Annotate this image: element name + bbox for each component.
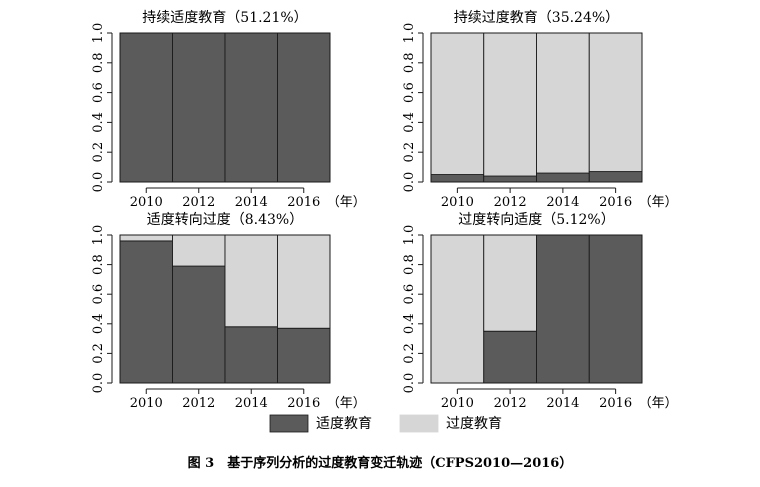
bar-segment-2012-appropriate: [483, 330, 537, 384]
y-tick-label: 0.2: [402, 142, 417, 163]
x-tick-label: 2016: [599, 195, 632, 210]
y-tick-label: 0.2: [91, 343, 106, 364]
x-tick-label: 2014: [546, 396, 579, 411]
x-unit-label: （年）: [639, 195, 678, 210]
chart-panel-4: 过度转向适度（5.12%） 0.0 0.2 0.4 0.6 0.8 1.0 2010 2012 2…: [402, 212, 678, 411]
x-tick-label: 2010: [130, 396, 163, 411]
y-tick-label: 0.8: [91, 254, 106, 275]
y-tick-label: 0.4: [402, 112, 417, 133]
plot-frame: [430, 32, 643, 183]
figure-caption: 图 3 基于序列分析的过度教育变迁轨迹（CFPS2010—2016）: [188, 455, 573, 471]
y-tick-label: 0.8: [402, 52, 417, 73]
bar-segment-2012-over: [483, 234, 537, 332]
panel-title: 持续过度教育（35.24%）: [454, 9, 619, 26]
y-tick-label: 0.6: [91, 284, 106, 305]
x-tick-label: 2016: [287, 396, 320, 411]
bar-segment-2012-appropriate: [172, 32, 226, 183]
y-tick-label: 0.0: [402, 172, 417, 193]
x-tick-label: 2012: [494, 195, 527, 210]
bar-segment-2014-appropriate: [224, 32, 278, 183]
bar-segment-2014-over: [224, 234, 278, 328]
y-tick-label: 0.8: [91, 52, 106, 73]
x-tick-label: 2010: [130, 195, 163, 210]
legend-label-over: 过度教育: [446, 416, 502, 432]
y-tick-label: 1.0: [402, 23, 417, 44]
bar-segment-2010-over: [430, 32, 485, 176]
y-tick-label: 0.4: [91, 112, 106, 133]
bar-segment-2014-over: [536, 32, 590, 174]
x-tick-label: 2010: [441, 396, 474, 411]
y-tick-label: 0.6: [402, 82, 417, 103]
panel-title: 持续适度教育（51.21%）: [142, 9, 307, 26]
bar-segment-2012-over: [172, 234, 226, 267]
y-tick-label: 0.2: [402, 343, 417, 364]
y-tick-label: 0.2: [91, 142, 106, 163]
legend-swatch-appropriate: [269, 414, 309, 433]
y-tick-label: 1.0: [91, 23, 106, 44]
legend-swatch-over: [399, 414, 439, 433]
x-tick-label: 2016: [287, 195, 320, 210]
x-tick-label: 2012: [494, 396, 527, 411]
y-tick-label: 0.4: [402, 313, 417, 334]
x-tick-label: 2014: [235, 195, 268, 210]
bar-segment-2016-appropriate: [277, 327, 331, 384]
plot-frame: [119, 234, 331, 384]
y-tick-label: 0.6: [402, 284, 417, 305]
y-tick-label: 0.6: [91, 82, 106, 103]
chart-panel-2: 持续过度教育（35.24%） 0.0 0.2 0.4 0.6 0.8 1.0 2010 2012…: [402, 9, 678, 210]
y-tick-label: 0.0: [402, 373, 417, 394]
chart-panels: 持续适度教育（51.21%） 0.0 0.2 0.4 0.6 0.8 1.0 2010 2012…: [91, 9, 678, 411]
x-tick-label: 2016: [599, 396, 632, 411]
bar-segment-2016-over: [588, 32, 643, 173]
panel-title: 适度转向过度（8.43%）: [147, 212, 303, 228]
bar-segment-2010-appropriate: [430, 174, 485, 183]
y-tick-label: 0.4: [91, 313, 106, 334]
bar-segment-2016-appropriate: [588, 234, 643, 384]
bar-segment-2010-over: [119, 234, 173, 242]
bar-segment-2010-appropriate: [119, 240, 173, 384]
x-tick-label: 2010: [441, 195, 474, 210]
y-tick-label: 0.0: [91, 373, 106, 394]
plot-frame: [430, 234, 643, 384]
bar-segment-2012-appropriate: [483, 175, 537, 183]
bar-segment-2014-appropriate: [536, 172, 590, 183]
bar-segment-2016-over: [277, 234, 331, 329]
chart-panel-1: 持续适度教育（51.21%） 0.0 0.2 0.4 0.6 0.8 1.0 2010 2012…: [91, 9, 366, 210]
bar-segment-2010-over: [430, 234, 485, 384]
plot-frame: [119, 32, 331, 183]
x-unit-label: （年）: [327, 396, 366, 411]
x-tick-label: 2012: [182, 396, 215, 411]
bar-segment-2016-appropriate: [277, 32, 331, 183]
chart-panel-3: 适度转向过度（8.43%） 0.0 0.2 0.4 0.6 0.8 1.0 2010 2012 2…: [91, 212, 366, 411]
y-tick-label: 0.8: [402, 254, 417, 275]
y-tick-label: 1.0: [402, 225, 417, 246]
bar-segment-2010-appropriate: [119, 32, 173, 183]
bar-segment-2016-appropriate: [588, 171, 643, 183]
panel-title: 过度转向适度（5.12%）: [458, 212, 614, 228]
bar-segment-2014-appropriate: [536, 234, 590, 384]
x-unit-label: （年）: [327, 195, 366, 210]
legend: 适度教育 过度教育: [269, 414, 502, 433]
bar-segment-2012-appropriate: [172, 265, 226, 384]
x-tick-label: 2012: [182, 195, 215, 210]
legend-label-appropriate: 适度教育: [316, 416, 372, 432]
x-tick-label: 2014: [235, 396, 268, 411]
bar-segment-2012-over: [483, 32, 537, 177]
y-tick-label: 0.0: [91, 172, 106, 193]
bar-segment-2014-appropriate: [224, 326, 278, 384]
x-tick-label: 2014: [546, 195, 579, 210]
y-tick-label: 1.0: [91, 225, 106, 246]
x-unit-label: （年）: [639, 396, 678, 411]
